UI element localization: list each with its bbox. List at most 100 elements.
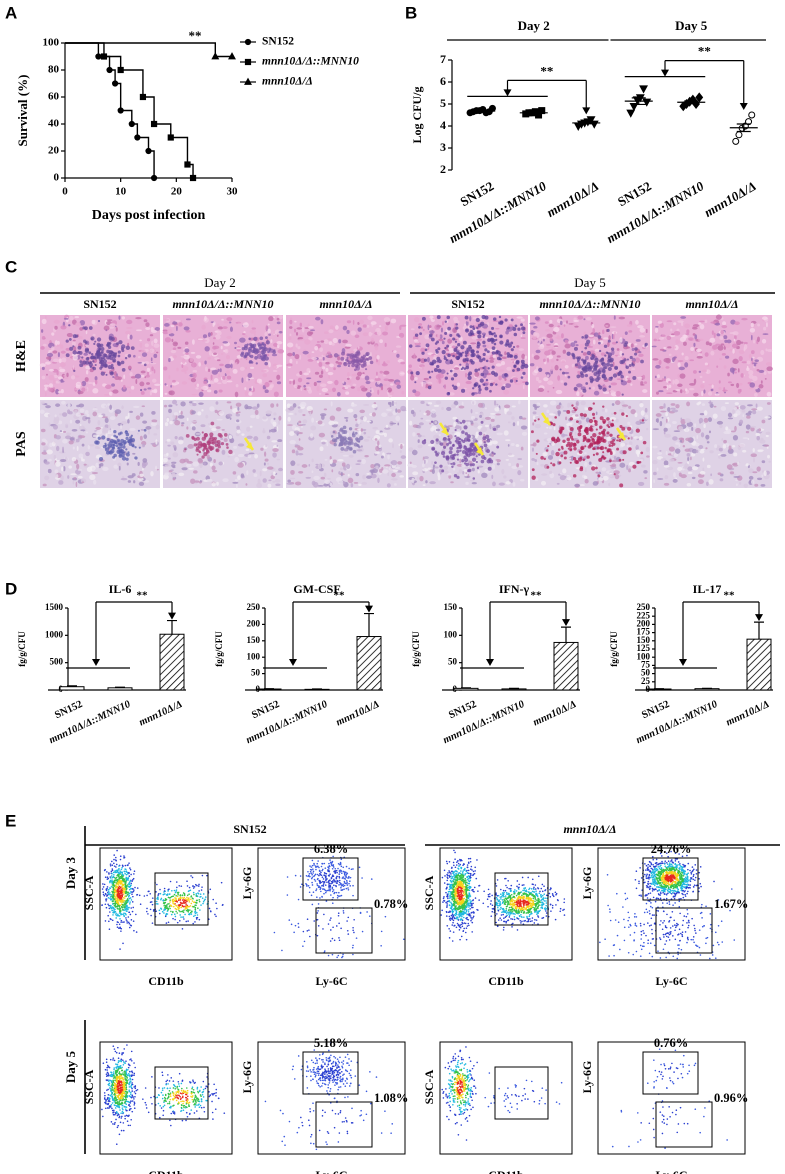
- cell-cluster: [598, 342, 601, 345]
- cell-cluster: [572, 356, 575, 359]
- tissue-texture: [592, 386, 595, 389]
- cell-cluster: [68, 324, 70, 326]
- cell-cluster: [486, 360, 489, 363]
- cell-cluster: [267, 350, 270, 353]
- tissue-texture: [361, 428, 363, 432]
- tissue-texture: [661, 458, 666, 461]
- tissue-texture: [638, 378, 642, 381]
- tissue-texture: [391, 478, 398, 480]
- tissue-texture: [61, 401, 66, 405]
- cell-cluster: [619, 483, 623, 487]
- tissue-texture: [277, 459, 281, 461]
- tissue-texture: [195, 433, 201, 435]
- tissue-texture: [172, 400, 177, 405]
- tissue-texture: [40, 363, 46, 367]
- cell-cluster: [550, 462, 552, 464]
- tissue-texture: [759, 370, 765, 373]
- tissue-texture: [696, 349, 702, 352]
- tissue-texture: [635, 320, 639, 325]
- tissue-texture: [540, 464, 544, 467]
- tissue-texture: [273, 418, 275, 420]
- tissue-texture: [168, 405, 172, 408]
- tissue-texture: [119, 348, 121, 350]
- tissue-texture: [199, 463, 202, 468]
- tissue-texture: [631, 436, 633, 439]
- tissue-texture: [533, 411, 537, 414]
- event-dot: [105, 876, 107, 878]
- cell-cluster: [477, 467, 479, 469]
- tissue-texture: [211, 428, 217, 431]
- tissue-texture: [768, 461, 771, 463]
- tissue-texture: [614, 315, 616, 319]
- tissue-texture: [530, 363, 535, 366]
- panel-label: B: [405, 3, 417, 22]
- tissue-texture: [496, 404, 498, 406]
- tissue-texture: [180, 401, 185, 406]
- tissue-texture: [298, 406, 301, 408]
- tissue-texture: [628, 330, 632, 333]
- tissue-texture: [132, 453, 135, 455]
- event-dot: [113, 876, 115, 878]
- tissue-texture: [262, 468, 267, 471]
- tissue-texture: [751, 323, 754, 328]
- cell-cluster: [103, 359, 107, 363]
- cell-cluster: [447, 436, 449, 438]
- tissue-texture: [427, 357, 430, 362]
- error-bar: [561, 627, 571, 642]
- arrow-head: [365, 606, 373, 613]
- cell-cluster: [87, 349, 89, 351]
- tissue-texture: [476, 339, 482, 341]
- tissue-texture: [556, 359, 558, 361]
- cell-cluster: [463, 367, 466, 370]
- tissue-texture: [691, 351, 693, 354]
- tissue-texture: [734, 321, 740, 325]
- tissue-texture: [186, 426, 188, 429]
- cell-cluster: [92, 360, 94, 362]
- tissue-texture: [296, 450, 299, 455]
- tissue-texture: [397, 461, 402, 465]
- tissue-texture: [245, 483, 247, 486]
- tissue-texture: [197, 411, 201, 415]
- tissue-texture: [51, 332, 54, 335]
- cell-cluster: [214, 442, 216, 444]
- group-label: Day 5: [675, 18, 708, 33]
- tissue-texture: [411, 328, 415, 330]
- tissue-texture: [513, 422, 516, 426]
- tissue-texture: [320, 383, 326, 387]
- tissue-texture: [115, 409, 122, 414]
- cell-cluster: [463, 456, 467, 460]
- tissue-texture: [576, 344, 579, 346]
- tissue-texture: [616, 419, 619, 423]
- tissue-texture: [633, 436, 639, 439]
- tissue-texture: [446, 448, 449, 450]
- tissue-texture: [696, 402, 699, 405]
- annotation: **: [137, 590, 149, 602]
- cell-cluster: [569, 449, 572, 452]
- tissue-texture: [735, 480, 738, 482]
- tissue-texture: [692, 327, 698, 330]
- tissue-texture: [44, 461, 49, 464]
- cell-cluster: [564, 451, 568, 455]
- tissue-texture: [399, 333, 404, 338]
- cell-cluster: [619, 459, 622, 462]
- cell-cluster: [431, 371, 433, 373]
- cell-cluster: [472, 452, 476, 456]
- tissue-texture: [89, 474, 95, 480]
- tissue-texture: [278, 468, 283, 472]
- cell-cluster: [601, 438, 605, 442]
- tissue-texture: [531, 458, 535, 461]
- tissue-texture: [678, 443, 680, 447]
- marker: [113, 81, 118, 86]
- tissue-texture: [121, 379, 123, 382]
- tissue-texture: [720, 454, 726, 457]
- tissue-texture: [478, 403, 483, 408]
- tissue-texture: [565, 374, 567, 376]
- tissue-texture: [388, 379, 394, 382]
- tissue-texture: [312, 470, 314, 473]
- tissue-texture: [242, 333, 246, 335]
- cell-cluster: [449, 446, 453, 450]
- tissue-texture: [49, 383, 53, 388]
- tissue-texture: [165, 464, 171, 467]
- cell-cluster: [117, 362, 120, 365]
- tissue-texture: [459, 469, 463, 474]
